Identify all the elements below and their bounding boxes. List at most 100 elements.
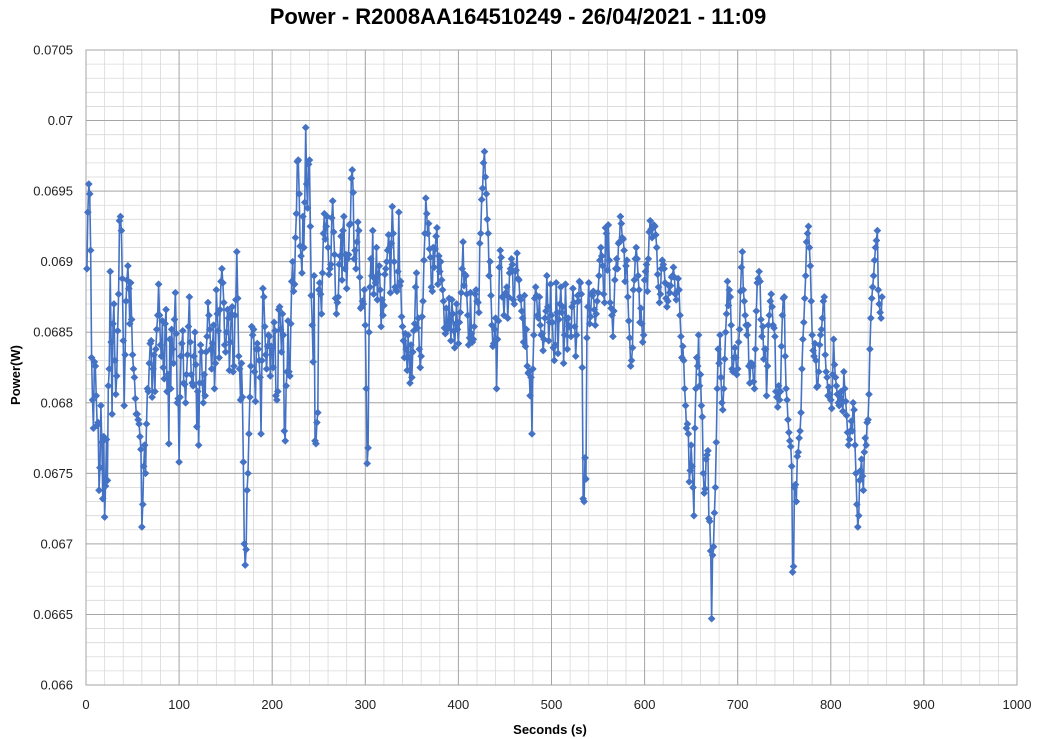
data-point [802, 237, 811, 246]
data-point [699, 469, 708, 478]
data-point [421, 194, 430, 203]
data-point [480, 147, 489, 156]
data-point [831, 373, 840, 382]
data-point [635, 285, 643, 294]
data-point [878, 292, 886, 301]
data-point [776, 387, 785, 396]
data-point [732, 370, 741, 379]
data-point [306, 222, 315, 231]
data-point [625, 333, 634, 342]
data-point [502, 283, 511, 292]
data-point [665, 288, 674, 297]
data-point [310, 271, 319, 280]
data-point [620, 246, 629, 255]
data-point [398, 322, 407, 331]
data-point [720, 355, 729, 363]
y-tick-label: 0.0665 [33, 607, 73, 622]
data-point [461, 271, 470, 280]
data-point [743, 321, 752, 330]
data-point [675, 285, 684, 294]
data-point [381, 264, 390, 273]
data-point [750, 384, 759, 393]
data-point [591, 321, 600, 330]
data-point [318, 269, 327, 277]
data-point [198, 379, 207, 387]
data-point [221, 348, 230, 356]
data-point [500, 311, 508, 320]
data-point [827, 404, 836, 413]
data-point [749, 377, 758, 386]
data-point [838, 407, 847, 416]
data-point [243, 486, 252, 495]
data-point [872, 236, 881, 245]
data-point [324, 243, 333, 252]
data-point [380, 270, 389, 279]
data-point [186, 338, 195, 347]
data-point [220, 340, 229, 349]
data-point [312, 439, 320, 448]
data-point [823, 373, 832, 382]
data-point [208, 339, 217, 348]
data-point [544, 336, 553, 345]
data-point [270, 318, 279, 327]
data-point [817, 325, 826, 334]
data-point [474, 308, 483, 317]
data-point [716, 373, 725, 382]
data-point [476, 229, 485, 238]
data-point [159, 363, 168, 372]
data-point [786, 442, 795, 451]
data-point [443, 325, 452, 334]
data-point [448, 309, 457, 318]
data-point [148, 393, 157, 402]
data-point [210, 384, 219, 393]
data-point [343, 254, 352, 263]
data-point [352, 264, 360, 273]
data-point [605, 256, 614, 265]
data-point [463, 311, 472, 320]
data-point [303, 204, 312, 212]
data-point [232, 247, 241, 256]
x-axis-tick-labels: 0 100 200 300 400 500 600 700 800 900 1000 [82, 697, 1031, 712]
data-point [350, 254, 359, 263]
data-point [655, 298, 664, 307]
data-point [233, 294, 242, 303]
data-point [564, 314, 573, 323]
data-point [593, 297, 602, 306]
data-point [194, 441, 203, 450]
data-point [596, 243, 605, 252]
data-point [139, 462, 148, 471]
data-point [528, 364, 537, 373]
data-point [110, 356, 119, 365]
data-point [316, 290, 325, 299]
data-point [676, 311, 684, 320]
data-point [588, 291, 597, 300]
data-point [290, 280, 299, 289]
data-point [439, 297, 448, 306]
data-point [312, 418, 321, 427]
data-point [204, 298, 212, 307]
data-point [610, 276, 619, 284]
data-point [333, 298, 342, 307]
data-point [780, 292, 789, 301]
data-point [634, 271, 643, 280]
data-point [286, 319, 295, 328]
data-point [557, 308, 566, 317]
data-point [857, 455, 866, 464]
data-point [842, 411, 851, 420]
data-point [193, 387, 202, 396]
data-point [419, 297, 427, 306]
data-point [242, 545, 251, 554]
data-point [629, 285, 638, 294]
data-point [154, 280, 163, 289]
data-point [797, 408, 805, 417]
data-point [313, 408, 322, 417]
data-point [527, 429, 536, 438]
data-point [305, 156, 314, 165]
x-tick-label: 100 [168, 697, 190, 712]
data-point [88, 396, 97, 404]
data-point [82, 264, 91, 273]
data-point [379, 301, 388, 310]
data-point [397, 312, 406, 321]
data-point [83, 208, 92, 217]
data-point [584, 278, 593, 287]
